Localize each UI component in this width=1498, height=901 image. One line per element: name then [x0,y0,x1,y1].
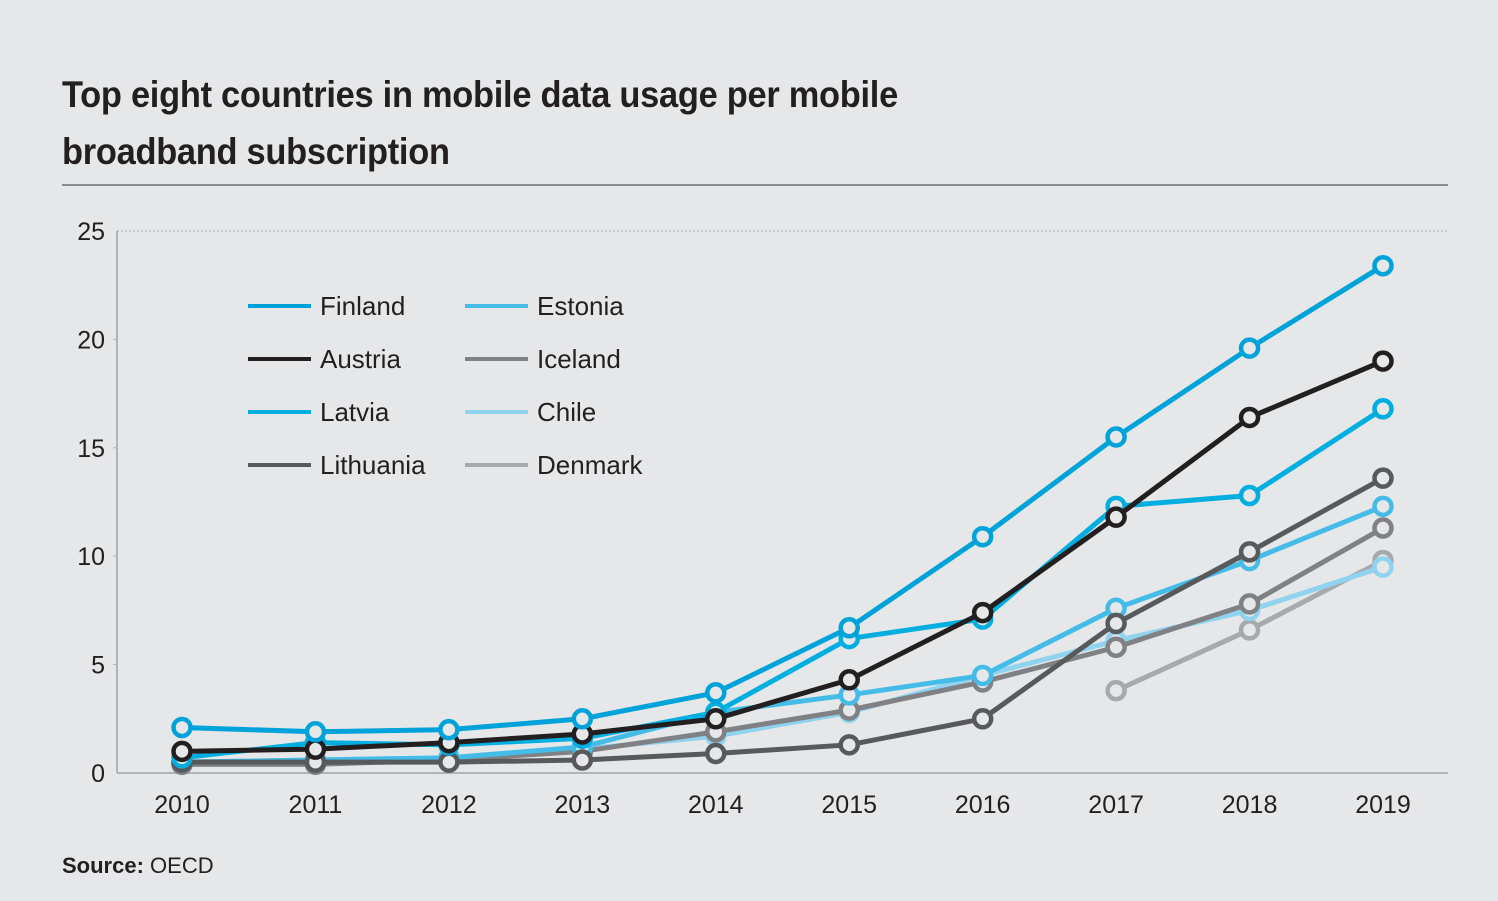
point-iceland [1238,593,1261,615]
point-lithuania [705,742,727,765]
series-lithuania [171,467,1394,773]
point-lithuania [438,751,460,773]
series-denmark [1105,549,1394,702]
legend-item-chile: Chile [465,397,596,427]
point-austria [971,601,994,624]
legend-label: Latvia [320,397,390,427]
point-iceland [1372,517,1394,539]
point-lithuania [1105,612,1127,635]
point-austria [1372,350,1394,372]
point-chile [1372,556,1394,578]
line-estonia [181,504,1384,765]
y-tick-label: 20 [77,326,105,354]
point-finland [705,682,727,704]
point-lithuania [971,708,994,730]
legend-item-lithuania: Lithuania [248,450,426,480]
legend-item-denmark: Denmark [465,450,643,480]
point-austria [838,669,860,691]
point-denmark [1238,619,1261,641]
legend-item-estonia: Estonia [465,291,624,321]
line-lithuania [182,475,1385,765]
point-finland [304,721,327,743]
legend-item-finland: Finland [248,291,405,321]
source-note: Source: OECD [62,853,214,879]
point-estonia [1372,495,1394,518]
y-tick-label: 15 [77,435,105,463]
series-chile [171,556,1394,773]
x-tick-label: 2018 [1222,791,1278,819]
point-finland [1105,426,1127,448]
point-lithuania [1238,541,1261,563]
series-lines [171,254,1394,776]
y-tick-label: 0 [91,760,105,788]
line-austria [181,358,1384,754]
x-tick-label: 2019 [1355,791,1411,819]
point-lithuania [571,749,594,771]
chart-title-line-2: broadband subscription [62,131,450,172]
x-tick-label: 2016 [955,791,1011,819]
source-label: Source: [62,853,144,878]
legend-label: Denmark [537,450,643,480]
legend-label: Estonia [537,291,624,321]
axes: 0 5 10 15 20 25 2010 2011 2012 2013 2014 2015 2016 20… [77,218,1448,819]
point-finland [1372,254,1394,277]
point-austria [705,708,727,730]
legend-item-austria: Austria [248,344,401,374]
x-tick-label: 2015 [821,791,877,819]
point-finland [171,716,193,739]
x-tick-label: 2017 [1088,791,1144,819]
point-austria [1238,406,1261,429]
legend-label: Finland [320,291,405,321]
point-austria [304,738,327,760]
legend-label: Chile [537,397,596,427]
point-latvia [1372,398,1394,420]
y-tick-label: 10 [77,543,105,571]
point-latvia [1238,484,1261,507]
point-lithuania [1372,467,1394,489]
legend-item-iceland: Iceland [465,344,621,374]
line-finland [181,263,1385,735]
legend: Finland Estonia Austria Iceland Latvia Chile L… [248,291,643,480]
x-tick-label: 2010 [154,791,210,819]
point-estonia [971,664,994,687]
point-finland [571,708,594,730]
x-tick-label: 2012 [421,791,477,819]
point-finland [971,525,994,548]
legend-label: Lithuania [320,450,426,480]
chart-title: Top eight countries in mobile data usage… [62,66,1271,180]
series-austria [171,350,1394,763]
point-lithuania [838,734,860,756]
point-finland [838,616,860,639]
title-divider [62,184,1448,186]
y-tick-label: 5 [91,652,105,680]
point-denmark [1105,679,1127,702]
point-finland [438,718,460,741]
legend-label: Austria [320,344,401,374]
legend-label: Iceland [537,344,621,374]
chart-title-line-1: Top eight countries in mobile data usage… [62,74,898,115]
point-austria [1105,506,1127,528]
x-tick-label: 2013 [555,791,611,819]
point-iceland [1105,636,1127,659]
source-value: OECD [150,853,214,878]
point-austria [171,740,193,763]
y-tick-label: 25 [77,218,105,246]
x-tick-label: 2011 [289,791,343,819]
series-finland [171,254,1394,743]
legend-item-latvia: Latvia [248,397,390,427]
x-tick-label: 2014 [688,791,744,819]
point-finland [1238,337,1261,359]
